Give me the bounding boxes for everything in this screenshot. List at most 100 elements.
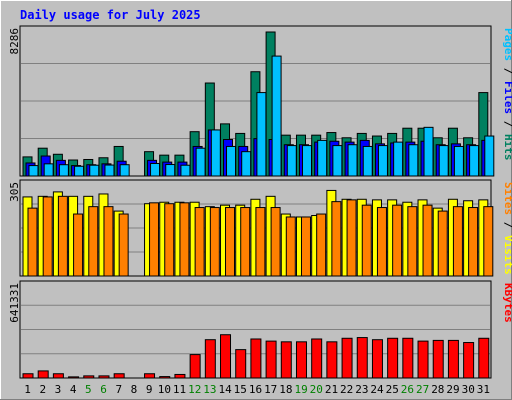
x-tick-label-day-5: 5: [85, 383, 92, 396]
x-tick-label-day-7: 7: [115, 383, 122, 396]
bar-pages-day-12: [195, 147, 206, 177]
bar-pages-day-19: [301, 145, 312, 177]
bar-kbytes-day-17: [265, 340, 277, 379]
x-tick-label-day-30: 30: [462, 383, 475, 396]
panel-kbytes: 641331 KBytes: [8, 280, 512, 379]
bar-sites-day-30: [468, 207, 479, 277]
bar-kbytes-day-21: [326, 341, 338, 379]
bar-kbytes-day-16: [250, 338, 262, 379]
bar-sites-day-29: [452, 206, 463, 277]
panel-hits-legend: Pages / Files / Hits: [502, 28, 512, 161]
x-tick-label-day-4: 4: [70, 383, 77, 396]
x-tick-label-day-3: 3: [55, 383, 62, 396]
bar-sites-day-28: [437, 210, 448, 277]
bar-sites-day-31: [483, 206, 494, 277]
bar-pages-day-21: [332, 145, 343, 177]
bar-kbytes-day-13: [204, 339, 216, 379]
bar-pages-day-6: [104, 164, 115, 177]
x-tick-label-day-2: 2: [39, 383, 46, 396]
x-tick-label-day-1: 1: [24, 383, 31, 396]
bar-pages-day-26: [408, 144, 419, 177]
legend-label: Visits: [502, 235, 512, 275]
bar-pages-day-4: [74, 165, 85, 177]
x-tick-label-day-13: 13: [203, 383, 216, 396]
bar-sites-day-6: [103, 206, 114, 277]
x-tick-label-day-12: 12: [188, 383, 201, 396]
bar-pages-day-10: [165, 164, 176, 177]
legend-label: Files: [502, 81, 512, 114]
x-tick-label-day-22: 22: [340, 383, 353, 396]
bar-sites-day-5: [88, 206, 99, 277]
panel-visits: 305 Sites / Visits: [8, 179, 512, 277]
bar-sites-day-20: [316, 213, 327, 277]
bar-pages-day-1: [28, 165, 39, 177]
legend-label: KBytes: [502, 283, 512, 323]
panel-visits-legend: Sites / Visits: [502, 182, 512, 275]
x-tick-label-day-8: 8: [131, 383, 138, 396]
bar-kbytes-day-1: [22, 373, 34, 379]
bar-kbytes-day-12: [189, 354, 201, 379]
x-tick-label-day-24: 24: [370, 383, 384, 396]
bar-pages-day-22: [347, 144, 358, 177]
bar-pages-day-17: [271, 55, 282, 177]
bar-kbytes-day-3: [52, 373, 64, 379]
bar-pages-day-23: [362, 145, 373, 177]
bar-pages-day-11: [180, 164, 191, 177]
bar-kbytes-day-28: [432, 339, 444, 379]
bar-kbytes-day-11: [174, 373, 186, 379]
legend-label: Sites: [502, 182, 512, 215]
bar-sites-day-21: [331, 201, 342, 277]
bar-sites-day-1: [27, 207, 38, 277]
bar-pages-day-3: [58, 164, 69, 177]
x-tick-label-day-15: 15: [234, 383, 247, 396]
bar-pages-day-9: [150, 162, 161, 177]
x-tick-label-day-25: 25: [386, 383, 399, 396]
bar-sites-day-3: [57, 195, 68, 277]
chart-panels: 8286 Pages / Files / Hits 305 Sites / Visit…: [8, 25, 512, 379]
x-axis: 1 2 3 4 5 6 7 8 9 10 11 12 13 14 15 16 17 18 19 20 21 22 23 24 2…: [24, 383, 490, 396]
bar-kbytes-day-27: [417, 340, 429, 379]
x-tick-label-day-29: 29: [446, 383, 459, 396]
bar-kbytes-day-30: [463, 342, 475, 379]
x-tick-label-day-21: 21: [325, 383, 338, 396]
bar-kbytes-day-4: [68, 376, 80, 379]
legend-label: /: [502, 215, 512, 235]
bar-pages-day-28: [438, 145, 449, 177]
bar-kbytes-day-7: [113, 373, 125, 379]
bar-pages-day-2: [43, 163, 54, 177]
x-tick-label-day-28: 28: [431, 383, 444, 396]
bar-pages-day-13: [210, 129, 221, 177]
x-tick-label-day-10: 10: [158, 383, 171, 396]
panel-hits: 8286 Pages / Files / Hits: [8, 25, 512, 177]
bar-kbytes-day-19: [295, 341, 307, 379]
bar-sites-day-12: [194, 207, 205, 277]
bar-kbytes-day-14: [220, 334, 232, 379]
bar-pages-day-7: [119, 164, 130, 177]
bar-kbytes-day-10: [159, 376, 171, 379]
bar-sites-day-9: [149, 202, 160, 277]
bar-sites-day-2: [42, 196, 53, 277]
bar-sites-day-4: [73, 213, 84, 277]
bar-kbytes-day-24: [371, 339, 383, 379]
bar-sites-day-27: [422, 204, 433, 277]
bar-sites-day-16: [255, 207, 266, 277]
legend-label: Pages: [502, 28, 512, 61]
panel-hits-max-label: 8286: [8, 28, 21, 55]
bar-sites-day-13: [209, 207, 220, 277]
bar-kbytes-day-6: [98, 375, 110, 379]
bar-sites-day-10: [164, 203, 175, 277]
x-tick-label-day-18: 18: [279, 383, 292, 396]
bar-kbytes-day-2: [37, 370, 49, 379]
bar-pages-day-25: [393, 141, 404, 177]
panel-visits-max-label: 305: [8, 182, 21, 202]
bar-pages-day-20: [317, 139, 328, 177]
x-tick-label-day-17: 17: [264, 383, 277, 396]
legend-label: /: [502, 114, 512, 134]
bar-sites-day-26: [407, 206, 418, 277]
bar-kbytes-day-26: [402, 337, 414, 379]
bar-kbytes-day-15: [235, 349, 247, 379]
x-tick-label-day-27: 27: [416, 383, 429, 396]
bar-sites-day-25: [392, 204, 403, 277]
bar-pages-day-24: [377, 145, 388, 177]
